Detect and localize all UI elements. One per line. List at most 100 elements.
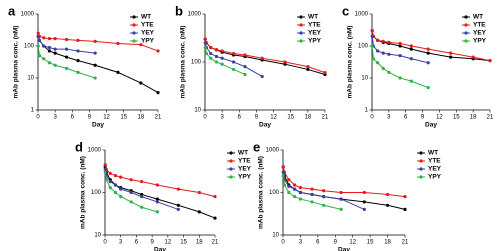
data-point — [119, 187, 123, 191]
data-point — [64, 66, 69, 70]
legend-marker — [419, 167, 423, 171]
x-tick-label: 12 — [436, 115, 443, 121]
data-point — [155, 183, 159, 187]
x-tick-label: 6 — [404, 115, 408, 121]
data-point — [362, 200, 366, 204]
y-tick-label: 1000 — [88, 148, 102, 154]
legend-marker — [132, 15, 136, 19]
panel-letter: b — [175, 3, 183, 18]
legend-label: YEY — [428, 166, 442, 173]
panel: c 1 10 100 1000 0 3 6 9 12 15 18 21 Day mAb plasma con… — [342, 3, 494, 128]
x-tick-label: 12 — [270, 115, 277, 121]
legend-label: WT — [473, 14, 483, 21]
data-point — [42, 57, 46, 61]
legend-marker — [299, 39, 303, 43]
data-point — [197, 210, 201, 214]
y-tick-label: 100 — [24, 44, 35, 50]
data-point — [385, 192, 390, 197]
data-point — [281, 170, 285, 174]
data-point — [214, 60, 219, 64]
data-point — [370, 44, 374, 48]
legend-label: YTE — [238, 158, 251, 165]
data-point — [37, 54, 42, 58]
data-point — [76, 49, 80, 53]
data-point — [140, 205, 144, 209]
data-point — [398, 41, 402, 46]
legend-marker — [419, 175, 423, 179]
data-point — [209, 56, 213, 60]
data-point — [36, 44, 40, 48]
x-tick-label: 0 — [103, 240, 107, 246]
y-axis-label: mAb plasma conc. (nM) — [258, 156, 265, 229]
data-point — [370, 34, 374, 38]
panel: d 10 100 1000 0 3 6 9 12 15 18 21 Day mAb plasma conc… — [75, 139, 252, 251]
y-tick-label: 100 — [191, 60, 202, 66]
y-tick-label: 10 — [361, 76, 368, 82]
y-tick-label: 100 — [358, 44, 369, 50]
data-point — [47, 61, 52, 65]
data-point — [306, 65, 310, 69]
data-point — [116, 70, 120, 74]
data-point — [76, 70, 80, 74]
data-point — [293, 195, 297, 199]
legend-label: YPY — [238, 174, 252, 181]
legend-label: YPY — [473, 38, 487, 45]
data-point — [398, 54, 402, 58]
legend-marker — [229, 159, 233, 163]
data-point — [204, 51, 209, 56]
y-tick-label: 100 — [91, 190, 102, 196]
data-point — [231, 60, 236, 64]
data-point — [409, 47, 413, 51]
legend-label: YTE — [308, 22, 321, 29]
legend-label: WT — [238, 150, 248, 157]
data-point — [409, 57, 413, 61]
data-point — [293, 187, 297, 191]
data-point — [376, 49, 380, 53]
x-axis-label: Day — [259, 122, 271, 129]
legend-label: YEY — [308, 30, 322, 37]
data-point — [155, 197, 159, 201]
data-point — [197, 190, 201, 195]
panel: b 10 100 1000 0 3 6 9 12 15 18 21 Day mAb plasma conc… — [175, 3, 329, 128]
y-tick-label: 1 — [365, 108, 369, 114]
data-point — [376, 61, 380, 65]
x-tick-label: 9 — [150, 240, 154, 246]
data-point — [53, 63, 57, 67]
data-point — [381, 39, 385, 43]
data-point — [287, 178, 291, 182]
x-tick-label: 21 — [487, 115, 494, 121]
panel-letter: e — [253, 139, 260, 154]
data-point — [203, 41, 207, 45]
x-tick-label: 3 — [53, 115, 57, 121]
data-point — [220, 49, 224, 53]
y-axis-label: mAb plasma conc. (nM) — [180, 26, 187, 99]
data-point — [426, 51, 430, 55]
data-point — [119, 175, 123, 179]
data-point — [139, 81, 143, 85]
y-tick-label: 1000 — [266, 148, 280, 154]
data-point — [398, 44, 402, 48]
legend-marker — [464, 39, 468, 43]
x-tick-label: 3 — [119, 240, 123, 246]
x-tick-label: 12 — [103, 115, 110, 121]
y-tick-label: 1000 — [21, 12, 35, 18]
data-point — [176, 187, 180, 191]
data-point — [108, 180, 112, 184]
data-point — [339, 197, 343, 201]
x-tick-label: 18 — [470, 115, 477, 121]
data-point — [471, 55, 475, 59]
x-tick-label: 3 — [299, 240, 303, 246]
legend-label: YEY — [238, 166, 252, 173]
y-tick-label: 1 — [31, 108, 35, 114]
data-point — [209, 51, 213, 56]
x-tick-label: 6 — [135, 240, 139, 246]
data-point — [155, 210, 159, 214]
data-point — [64, 55, 69, 59]
legend-marker — [299, 15, 303, 19]
data-point — [298, 197, 303, 201]
series-line — [37, 45, 96, 79]
data-point — [220, 56, 224, 60]
data-point — [282, 183, 287, 187]
data-point — [306, 67, 310, 72]
